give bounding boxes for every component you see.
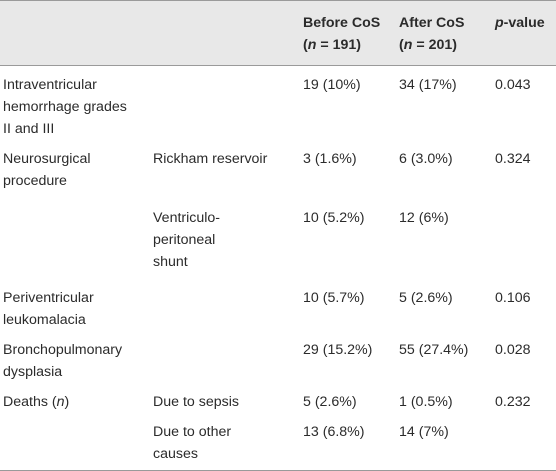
header-before-n: (n = 191) xyxy=(303,37,361,53)
cell-before: 3 (1.6%) xyxy=(303,151,357,167)
cell-before: 19 (10%) xyxy=(303,77,361,93)
table-row: Intraventricular hemorrhage grades II an… xyxy=(0,66,556,144)
cell-after: 12 (6%) xyxy=(399,210,449,226)
row-label: Intraventricular hemorrhage grades II an… xyxy=(3,77,127,137)
table-row: Periventricular leukomalacia 10 (5.7%) 5… xyxy=(0,280,556,334)
cell-after: 5 (2.6%) xyxy=(399,290,453,306)
header-after-n: (n = 201) xyxy=(399,37,457,53)
cell-before: 29 (15.2%) xyxy=(303,342,373,358)
row-label xyxy=(0,418,150,471)
row-label: Bronchopulmonary dysplasia xyxy=(3,342,123,380)
table-header-row: Before CoS (n = 191) After CoS (n = 201)… xyxy=(0,0,556,66)
cell-p-value: 0.232 xyxy=(495,394,531,410)
cell-after: 55 (27.4%) xyxy=(399,342,469,358)
cell-before: 5 (2.6%) xyxy=(303,394,357,410)
header-after-title: After CoS xyxy=(399,15,465,31)
row-sublabel xyxy=(150,280,300,334)
row-label: Deaths (n) xyxy=(3,394,70,410)
header-before-title: Before CoS xyxy=(303,15,381,31)
table-row: Bronchopulmonary dysplasia 29 (15.2%) 55… xyxy=(0,334,556,386)
cell-p-value: 0.106 xyxy=(495,290,531,306)
cell-p-value: 0.028 xyxy=(495,342,531,358)
table-row: Neurosurgical procedure Rickham reservoi… xyxy=(0,143,556,200)
cell-after: 6 (3.0%) xyxy=(399,151,453,167)
cell-p-value xyxy=(492,200,556,280)
cell-p-value: 0.324 xyxy=(495,151,531,167)
table-row: Due to other causes 13 (6.8%) 14 (7%) xyxy=(0,418,556,471)
cell-p-value xyxy=(492,418,556,471)
cell-after: 1 (0.5%) xyxy=(399,394,453,410)
row-sublabel: Ventriculo- peritoneal shunt xyxy=(153,210,221,270)
row-label xyxy=(0,200,150,280)
row-sublabel xyxy=(150,334,300,386)
cell-after: 14 (7%) xyxy=(399,424,449,440)
row-sublabel: Rickham reservoir xyxy=(153,151,268,167)
row-label: Neurosurgical procedure xyxy=(3,151,91,189)
cell-before: 10 (5.2%) xyxy=(303,210,365,226)
header-after-cos: After CoS (n = 201) xyxy=(396,1,492,66)
header-empty-2 xyxy=(150,1,300,66)
row-sublabel: Due to sepsis xyxy=(153,394,239,410)
cell-before: 13 (6.8%) xyxy=(303,424,365,440)
row-sublabel xyxy=(150,66,300,144)
table-row: Ventriculo- peritoneal shunt 10 (5.2%) 1… xyxy=(0,200,556,280)
header-empty-1 xyxy=(0,1,150,66)
row-sublabel: Due to other causes xyxy=(153,424,232,462)
cell-p-value: 0.043 xyxy=(495,77,531,93)
row-label: Periventricular leukomalacia xyxy=(3,290,94,328)
header-before-cos: Before CoS (n = 191) xyxy=(300,1,396,66)
cell-after: 34 (17%) xyxy=(399,77,457,93)
cell-before: 10 (5.7%) xyxy=(303,290,365,306)
table-row: Deaths (n) Due to sepsis 5 (2.6%) 1 (0.5… xyxy=(0,386,556,418)
header-p-value: p-value xyxy=(495,15,545,31)
